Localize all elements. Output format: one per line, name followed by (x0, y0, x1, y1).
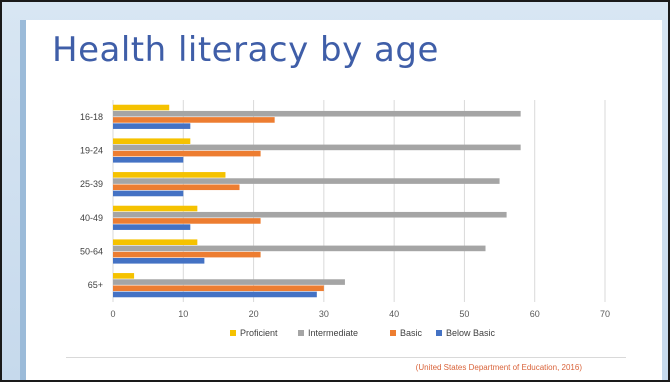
bar-basic (113, 184, 240, 191)
legend-swatch (230, 330, 236, 336)
bar-chart: 0 10 20 30 40 50 60 70 16-18 19-24 25-39 40-49 50-64… (80, 100, 610, 338)
y-category-label: 40-49 (80, 213, 103, 223)
bar-basic (113, 150, 261, 157)
bar-basic (113, 251, 261, 258)
source-citation: (United States Department of Education, … (415, 363, 582, 372)
y-category-label: 50-64 (80, 247, 103, 257)
slide-accent-bar (20, 20, 26, 380)
y-category-label: 65+ (88, 280, 103, 290)
x-tick-label: 30 (319, 309, 329, 319)
bar-below-basic (113, 258, 205, 264)
bar-below-basic (113, 190, 184, 197)
bar-basic (113, 285, 324, 292)
legend-label: Below Basic (446, 328, 496, 338)
bar-proficient (113, 205, 198, 212)
bar-basic (113, 218, 261, 224)
bar-basic (113, 117, 275, 123)
bar-proficient (113, 172, 226, 178)
x-tick-label: 70 (600, 309, 610, 319)
legend-label: Intermediate (308, 328, 358, 338)
bar-below-basic (113, 291, 317, 298)
bar-proficient (113, 273, 135, 279)
slide-title: Health literacy by age (52, 30, 439, 70)
bar-intermediate (113, 144, 521, 151)
y-category-label: 19-24 (80, 146, 103, 156)
legend-swatch (298, 330, 304, 336)
x-tick-label: 60 (530, 309, 540, 319)
bar-below-basic (113, 224, 191, 230)
x-tick-label: 50 (459, 309, 469, 319)
legend-swatch (390, 330, 396, 336)
legend-swatch (436, 330, 442, 336)
x-tick-label: 0 (110, 309, 115, 319)
bar-proficient (113, 104, 170, 111)
bar-below-basic (113, 157, 184, 163)
bar-intermediate (113, 279, 345, 285)
x-tick-label: 40 (389, 309, 399, 319)
bar-below-basic (113, 123, 191, 129)
slide (20, 20, 662, 380)
bar-intermediate (113, 110, 521, 117)
bar-proficient (113, 239, 198, 245)
legend-label: Proficient (240, 328, 278, 338)
bar-intermediate (113, 211, 507, 218)
x-tick-label: 20 (249, 309, 259, 319)
bar-intermediate (113, 178, 500, 184)
chart-area: 0 10 20 30 40 50 60 70 16-18 19-24 25-39 40-49 50-64… (66, 95, 626, 358)
y-category-label: 25-39 (80, 179, 103, 189)
bar-intermediate (113, 245, 486, 252)
legend-label: Basic (400, 328, 423, 338)
x-tick-label: 10 (178, 309, 188, 319)
y-category-label: 16-18 (80, 112, 103, 122)
bar-proficient (113, 138, 191, 144)
